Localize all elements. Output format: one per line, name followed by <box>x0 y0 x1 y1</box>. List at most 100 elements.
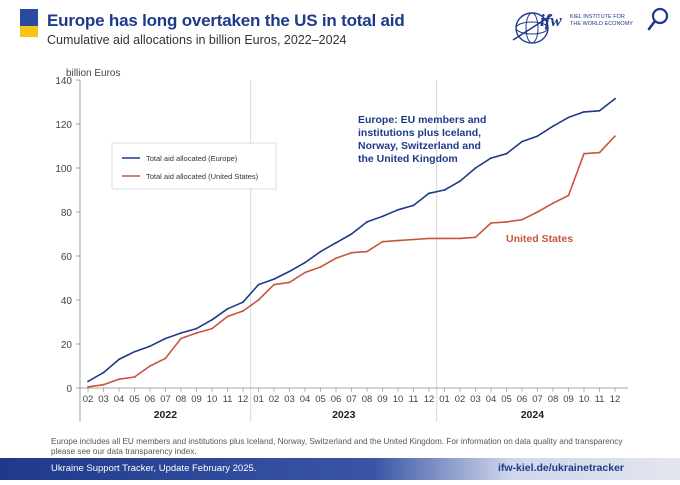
x-tick-label: 01 <box>439 394 450 405</box>
data-point-europe <box>304 261 306 264</box>
data-point-europe <box>164 337 167 340</box>
x-tick-label: 02 <box>269 394 280 405</box>
y-tick-label: 60 <box>61 252 73 263</box>
x-tick-label: 04 <box>486 394 497 405</box>
legend-box <box>111 142 277 190</box>
data-point-us <box>288 281 291 284</box>
tracker-link[interactable]: ifw-kiel.de/ukrainetracker <box>497 462 624 474</box>
chart-legend: Total aid allocated (Europe) Total aid a… <box>111 142 277 190</box>
x-tick-label: 01 <box>253 394 264 405</box>
x-tick-label: 04 <box>300 394 311 405</box>
x-tick-label: 12 <box>424 394 435 405</box>
data-point-us <box>366 250 368 253</box>
x-tick-label: 10 <box>393 394 404 405</box>
data-point-us <box>118 378 120 381</box>
logo-line-1: KIEL INSTITUTE FOR <box>570 14 625 20</box>
data-point-europe <box>180 332 182 334</box>
logo-line-2: THE WORLD ECONOMY <box>570 21 633 27</box>
data-point-europe <box>102 371 105 374</box>
data-point-europe <box>242 301 244 304</box>
globe-icon <box>512 12 553 44</box>
data-point-us <box>226 315 229 318</box>
data-point-us <box>490 222 492 224</box>
x-tick-label: 03 <box>470 394 481 405</box>
x-tick-label: 12 <box>610 394 621 405</box>
data-point-us <box>257 299 260 301</box>
data-point-us <box>350 251 353 254</box>
x-tick-label: 05 <box>129 394 140 405</box>
chart-grid <box>250 80 438 422</box>
year-label: 2022 <box>154 409 178 421</box>
data-point-europe <box>118 358 120 361</box>
data-point-us <box>211 327 213 330</box>
data-point-us <box>273 283 275 286</box>
x-tick-label: 03 <box>284 394 295 405</box>
data-point-europe <box>583 111 585 113</box>
data-point-us <box>505 221 508 223</box>
data-point-us <box>180 337 182 340</box>
data-point-europe <box>335 241 337 244</box>
y-tick-label: 100 <box>55 164 72 175</box>
data-point-europe <box>521 140 523 143</box>
data-point-europe <box>412 204 415 207</box>
annotation-us: United States <box>506 233 573 245</box>
search-icon[interactable] <box>647 6 671 32</box>
x-tick-label: 06 <box>145 394 156 405</box>
logo-wordmark: ifw <box>540 11 562 30</box>
data-point-europe <box>598 109 601 112</box>
x-tick-label: 09 <box>377 394 388 405</box>
data-point-us <box>521 218 523 221</box>
data-point-us <box>552 202 554 205</box>
data-point-europe <box>211 318 213 321</box>
ukraine-eu-flag-icon <box>20 9 38 37</box>
y-axis-label: billion Euros <box>66 68 120 79</box>
chart-title: Europe has long overtaken the US in tota… <box>47 11 405 30</box>
x-tick-label: 08 <box>176 394 187 405</box>
data-point-europe <box>490 157 492 159</box>
data-point-europe <box>87 380 89 383</box>
year-label: 2024 <box>521 409 545 421</box>
data-point-europe <box>614 97 616 100</box>
data-point-us <box>304 271 306 274</box>
data-point-us <box>614 135 616 137</box>
x-tick-label: 10 <box>579 394 590 405</box>
data-point-europe <box>195 327 198 330</box>
x-tick-label: 07 <box>532 394 543 405</box>
y-tick-label: 140 <box>55 76 72 87</box>
y-tick-label: 80 <box>61 208 73 219</box>
data-point-europe <box>552 125 554 128</box>
data-point-europe <box>428 192 430 195</box>
data-point-us <box>428 237 430 240</box>
data-point-us <box>567 194 570 197</box>
legend-label-us: Total aid allocated (United States) <box>146 172 259 181</box>
y-tick-label: 120 <box>55 120 72 131</box>
data-point-us <box>536 211 539 213</box>
x-tick-label: 12 <box>238 394 249 405</box>
data-point-europe <box>505 152 508 155</box>
data-point-europe <box>273 278 275 280</box>
data-point-us <box>195 332 198 334</box>
x-tick-label: 07 <box>160 394 171 405</box>
data-point-europe <box>257 283 260 286</box>
data-point-europe <box>443 189 446 191</box>
x-tick-label: 09 <box>191 394 202 405</box>
x-tick-label: 06 <box>517 394 528 405</box>
flag-yellow-band <box>20 26 38 37</box>
x-tick-label: 06 <box>331 394 342 405</box>
data-point-us <box>164 357 167 360</box>
x-tick-label: 09 <box>563 394 574 405</box>
footer-source: Ukraine Support Tracker, Update February… <box>51 463 257 474</box>
x-tick-label: 05 <box>315 394 326 405</box>
data-point-us <box>397 239 399 242</box>
data-point-us <box>443 237 446 240</box>
footer-bar: Ukraine Support Tracker, Update February… <box>0 458 680 480</box>
data-point-europe <box>536 135 539 137</box>
data-point-us <box>133 376 136 378</box>
chart-series <box>87 97 616 388</box>
data-point-us <box>87 386 89 388</box>
footnote: Europe includes all EU members and insti… <box>51 437 623 456</box>
data-point-us <box>459 237 461 240</box>
chart-annotations: Europe: EU members and institutions plus… <box>358 114 573 245</box>
